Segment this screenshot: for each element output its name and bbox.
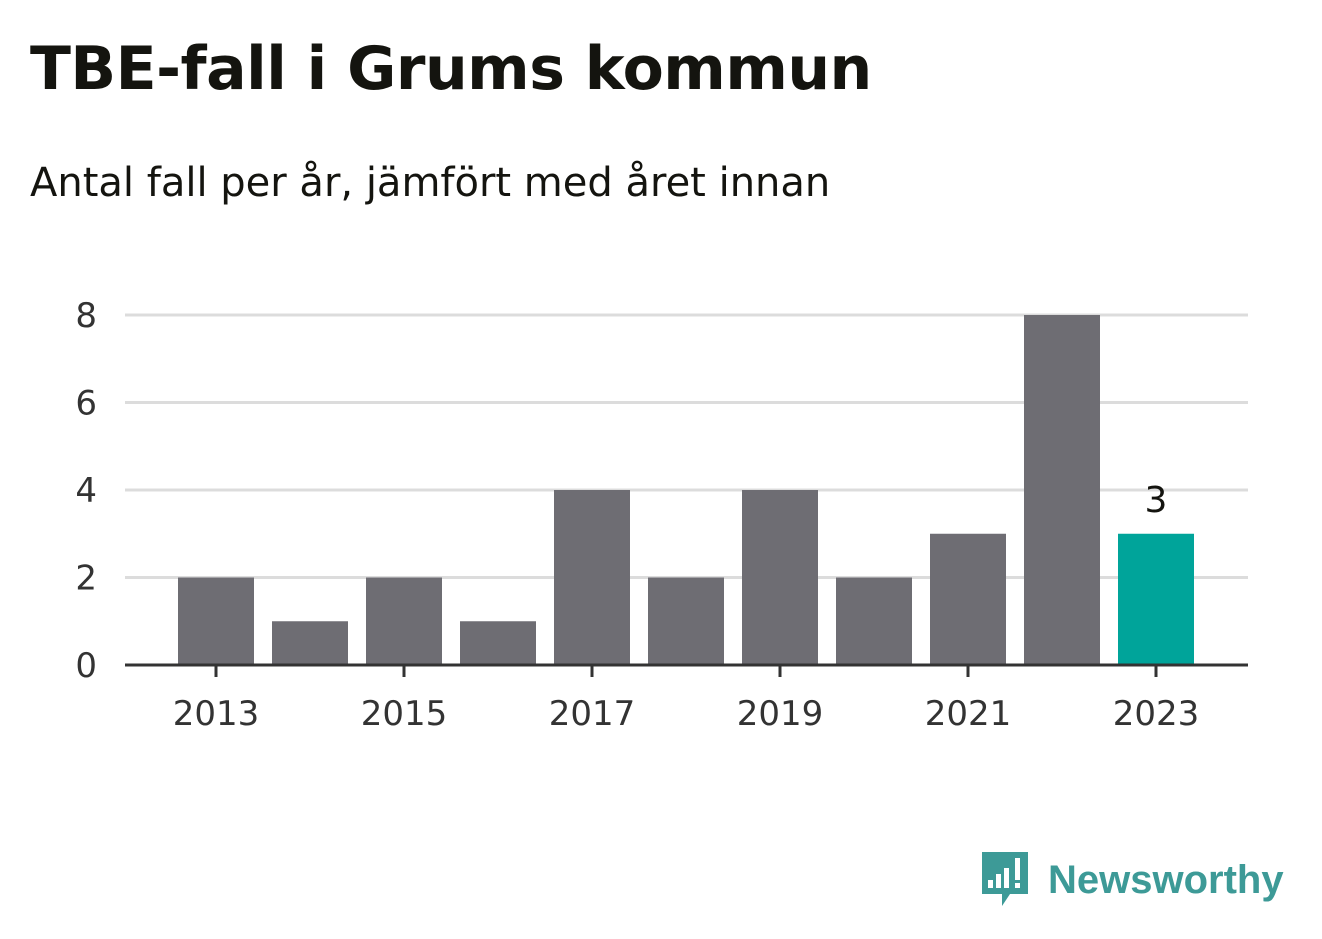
data-label: 3: [1145, 480, 1168, 521]
bar-2017: [554, 490, 630, 665]
bar-2016: [460, 621, 536, 665]
bar-2022: [1024, 315, 1100, 665]
bar-2014: [272, 621, 348, 665]
y-tick-label: 8: [75, 296, 97, 336]
x-tick-label: 2015: [361, 694, 448, 734]
y-tick-label: 0: [75, 646, 97, 686]
bar-2019: [742, 490, 818, 665]
x-tick-label: 2017: [549, 694, 636, 734]
bar-2015: [366, 577, 442, 665]
chart-subtitle: Antal fall per år, jämfört med året inna…: [30, 160, 831, 206]
y-tick-label: 4: [75, 471, 97, 511]
bar-2020: [836, 577, 912, 665]
bar-chart-speech-bubble-icon: [982, 852, 1028, 906]
newsworthy-logo: Newsworthy: [980, 850, 1284, 910]
bar-2023: [1118, 533, 1194, 665]
brand-name: Newsworthy: [1048, 857, 1284, 902]
chart-title: TBE-fall i Grums kommun: [30, 34, 872, 104]
y-tick-label: 6: [75, 384, 97, 424]
x-tick-label: 2019: [737, 694, 824, 734]
x-tick-label: 2013: [173, 694, 260, 734]
x-tick-label: 2021: [925, 694, 1012, 734]
y-tick-label: 2: [75, 559, 97, 599]
bar-2018: [648, 577, 724, 665]
bar-2013: [178, 577, 254, 665]
bar-2021: [930, 533, 1006, 665]
x-tick-label: 2023: [1113, 694, 1200, 734]
